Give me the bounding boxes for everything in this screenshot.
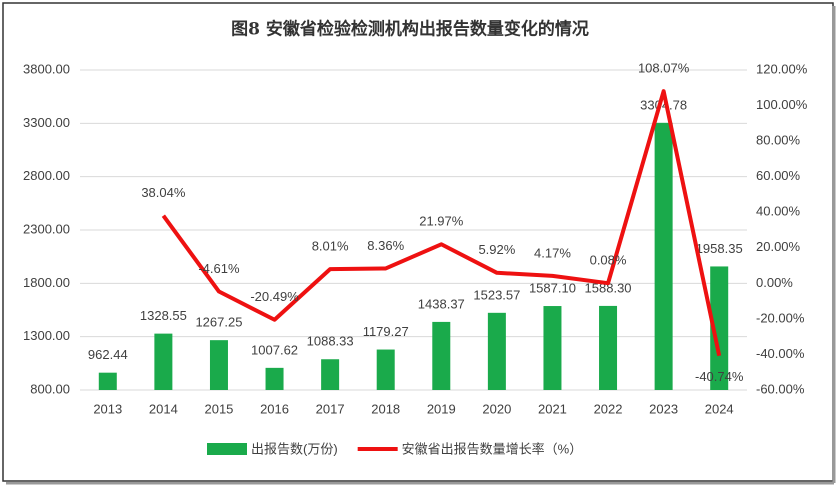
data-label: 962.44 [88, 347, 128, 362]
bar [376, 349, 395, 390]
bar [321, 359, 340, 390]
data-label: -40.74% [695, 369, 744, 384]
y-tick-label: 1300.00 [23, 328, 70, 343]
data-label: 1328.55 [140, 308, 187, 323]
x-tick-label: 2022 [594, 401, 623, 416]
data-label: 3304.78 [640, 97, 687, 112]
data-label: 1958.35 [696, 241, 743, 256]
legend-label: 安徽省出报告数量增长率（%） [402, 441, 583, 456]
x-tick-label: 2014 [149, 401, 178, 416]
data-label: 38.04% [141, 185, 186, 200]
x-tick-label: 2020 [482, 401, 511, 416]
data-label: 8.01% [312, 239, 349, 254]
y2-tick-label: 80.00% [756, 133, 801, 148]
data-label: 1007.62 [251, 342, 298, 357]
bar [432, 321, 451, 390]
bar [487, 312, 506, 390]
chart-title: 图8 安徽省检验检测机构出报告数量变化的情况 [231, 19, 589, 40]
y2-tick-label: 100.00% [756, 97, 808, 112]
data-label: 1179.27 [363, 324, 409, 339]
x-tick-label: 2013 [93, 401, 122, 416]
bar [599, 305, 618, 390]
bar [154, 333, 173, 390]
data-label: 0.08% [590, 253, 627, 268]
y-tick-label: 800.00 [30, 381, 70, 396]
y-tick-label: 3300.00 [23, 115, 70, 130]
bar [265, 367, 284, 390]
data-label: 5.92% [478, 242, 515, 257]
bar [654, 122, 673, 391]
y2-tick-label: -40.00% [756, 346, 805, 361]
data-label: 108.07% [638, 61, 690, 76]
data-label: 1267.25 [195, 315, 242, 330]
y-tick-label: 1800.00 [23, 275, 70, 290]
x-tick-label: 2023 [649, 401, 678, 416]
y2-tick-label: 20.00% [756, 239, 801, 254]
y2-tick-label: -20.00% [756, 310, 805, 325]
y-tick-label: 3800.00 [23, 61, 70, 76]
data-label: 8.36% [367, 238, 404, 253]
x-tick-label: 2024 [705, 401, 734, 416]
y2-tick-label: 60.00% [756, 168, 801, 183]
bar [98, 372, 117, 390]
y-tick-label: 2300.00 [23, 221, 70, 236]
x-tick-label: 2019 [427, 401, 456, 416]
data-label: 1088.33 [307, 334, 354, 349]
legend-label: 出报告数(万份) [251, 441, 338, 456]
x-tick-label: 2017 [316, 401, 345, 416]
line [161, 89, 722, 357]
data-label: 1523.57 [473, 287, 520, 302]
data-label: 4.17% [534, 245, 571, 260]
legend-swatch [207, 443, 247, 455]
x-tick-label: 2016 [260, 401, 289, 416]
bar [710, 266, 729, 390]
data-label: 1588.30 [585, 280, 632, 295]
x-tick-label: 2015 [204, 401, 233, 416]
y2-tick-label: 120.00% [756, 61, 808, 76]
x-tick-label: 2021 [538, 401, 567, 416]
x-tick-label: 2018 [371, 401, 400, 416]
data-label: -4.61% [198, 261, 240, 276]
data-label: 1587.10 [529, 280, 576, 295]
y2-tick-label: 40.00% [756, 204, 801, 219]
y2-tick-label: 0.00% [756, 275, 793, 290]
data-label: -20.49% [250, 289, 299, 304]
bar [543, 306, 562, 390]
y2-tick-label: -60.00% [756, 381, 805, 396]
data-label: 21.97% [419, 214, 464, 229]
y-tick-label: 2800.00 [23, 168, 70, 183]
data-label: 1438.37 [418, 296, 465, 311]
bar [209, 340, 228, 390]
